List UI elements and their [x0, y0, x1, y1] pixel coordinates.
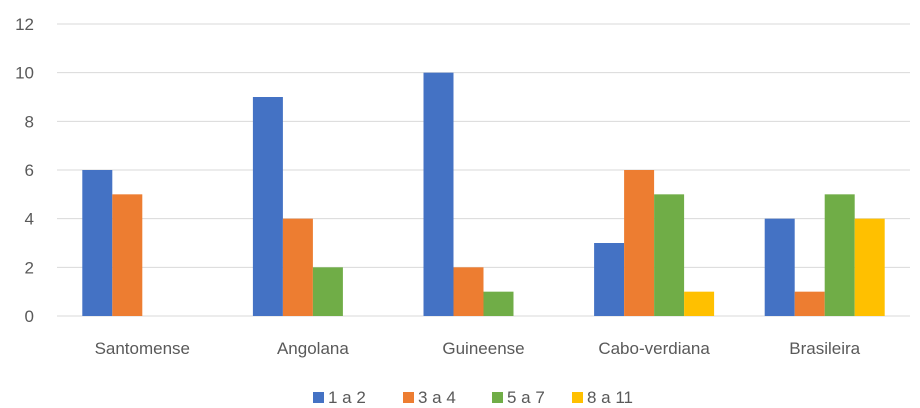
bar-cabo-verdiana-series-2 [624, 170, 655, 316]
legend-swatch [572, 392, 583, 403]
bars [82, 72, 885, 317]
legend-label: 1 a 2 [328, 388, 366, 407]
x-tick-label: Guineense [442, 339, 524, 358]
bar-santomense-series-2 [112, 194, 143, 316]
legend-label: 5 a 7 [507, 388, 545, 407]
bar-guineense-series-1 [423, 72, 454, 317]
bar-santomense-series-1 [82, 170, 113, 316]
bar-angolana-series-2 [282, 218, 313, 316]
bar-guineense-series-3 [483, 291, 514, 316]
gridlines [57, 23, 910, 317]
y-axis-ticks: 0 2 4 6 8 10 12 [15, 15, 34, 326]
bar-brasileira-series-4 [854, 218, 885, 316]
bar-cabo-verdiana-series-3 [654, 194, 685, 316]
bar-cabo-verdiana-series-4 [684, 291, 715, 316]
bar-brasileira-series-1 [764, 218, 795, 316]
bar-guineense-series-2 [453, 267, 484, 316]
legend-swatch [403, 392, 414, 403]
x-tick-label: Angolana [277, 339, 349, 358]
bar-angolana-series-1 [252, 97, 283, 316]
x-tick-label: Santomense [95, 339, 190, 358]
y-tick-label: 8 [25, 112, 34, 131]
y-tick-label: 2 [25, 258, 34, 277]
legend: 1 a 2 3 a 4 5 a 7 8 a 11 [313, 388, 633, 407]
legend-label: 8 a 11 [587, 388, 633, 407]
legend-swatch [313, 392, 324, 403]
y-tick-label: 10 [15, 64, 34, 83]
bar-brasileira-series-3 [824, 194, 855, 316]
legend-label: 3 a 4 [418, 388, 456, 407]
bar-brasileira-series-2 [794, 291, 825, 316]
legend-swatch [492, 392, 503, 403]
bar-angolana-series-3 [312, 267, 343, 316]
x-tick-label: Cabo-verdiana [598, 339, 710, 358]
y-tick-label: 4 [25, 210, 34, 229]
x-axis-ticks: Santomense Angolana Guineense Cabo-verdiana… [95, 339, 861, 358]
y-tick-label: 0 [25, 307, 34, 326]
y-tick-label: 12 [15, 15, 34, 34]
x-tick-label: Brasileira [789, 339, 860, 358]
bar-cabo-verdiana-series-1 [594, 243, 625, 316]
y-tick-label: 6 [25, 161, 34, 180]
